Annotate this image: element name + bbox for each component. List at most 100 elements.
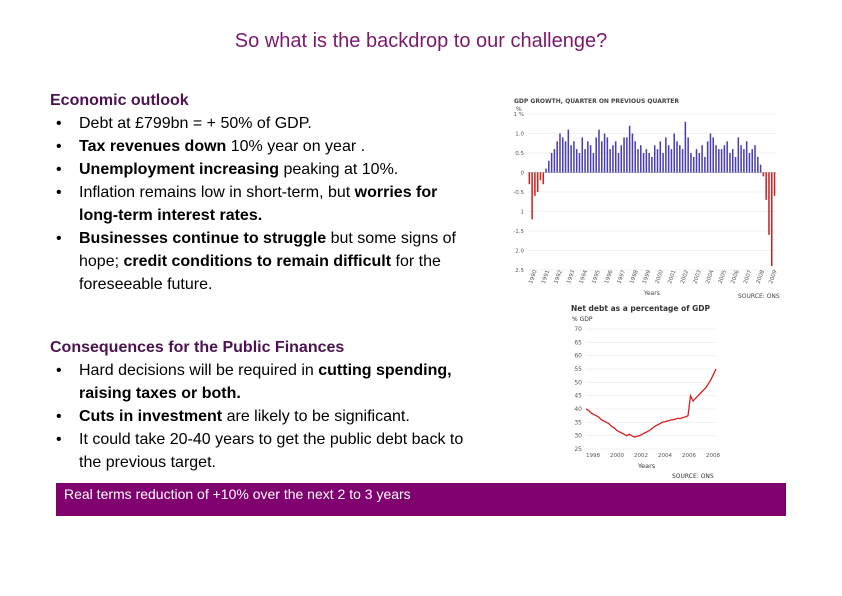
bullet-text: Inflation remains low in short-term, but [79, 184, 355, 201]
debt-xtick-label: 2004 [658, 453, 672, 459]
gdp-bar [715, 145, 717, 173]
bullet-text: Cuts in investment [79, 408, 223, 425]
gdp-bar [575, 149, 578, 173]
gdp-bar [623, 137, 625, 173]
gdp-xtick-label: 2004 [705, 269, 716, 285]
gdp-bar [601, 141, 603, 173]
bullet-text: for the foreseeable future. [79, 253, 441, 293]
economic-outlook-bullet: Businesses continue to struggle but some… [50, 227, 470, 296]
economic-outlook-bullet: Inflation remains low in short-term, but… [50, 181, 470, 227]
gdp-bar [584, 149, 586, 173]
gdp-bar [656, 149, 659, 173]
gdp-bar [550, 153, 553, 173]
debt-xtick-label: 1998 [586, 453, 600, 459]
debt-xtick-label: 2002 [634, 453, 648, 459]
debt-ytick-label: 40 [574, 406, 582, 413]
debt-xtick-label: 2000 [610, 453, 624, 459]
gdp-xtick-label: 1994 [579, 269, 590, 285]
gdp-growth-svg: GDP GROWTH, QUARTER ON PREVIOUS QUARTER … [513, 98, 780, 300]
bullet-text: worries for long-term interest rates. [79, 184, 438, 224]
gdp-bar [770, 172, 773, 267]
gdp-bar [670, 149, 673, 173]
gdp-bar [718, 149, 720, 173]
gdp-bar [698, 153, 701, 173]
gdp-bar [648, 153, 650, 173]
gdp-ytick-label: 1 [521, 210, 525, 216]
gdp-bar [659, 141, 662, 173]
gdp-bar [620, 145, 623, 173]
gdp-xtick-label: 1999 [642, 269, 653, 285]
gdp-bar [759, 164, 762, 173]
gdp-bar [581, 137, 584, 173]
gdp-bar [545, 168, 547, 173]
gdp-xtick-label: 1998 [629, 269, 640, 285]
gdp-bar [662, 153, 664, 173]
gdp-bar [737, 137, 740, 173]
gdp-bar [687, 137, 689, 173]
gdp-bar [704, 156, 706, 173]
public-finances-bullet: Hard decisions will be required in cutti… [50, 359, 470, 405]
bullet-text: are likely to be significant. [222, 408, 410, 425]
gdp-bar [731, 149, 734, 173]
economic-outlook-bullet: Debt at £799bn = + 50% of GDP. [50, 112, 470, 135]
gdp-bar [603, 133, 606, 173]
bullet-text: peaking at 10%. [279, 161, 399, 178]
debt-ytick-label: 30 [574, 433, 582, 440]
gdp-bar [754, 145, 756, 173]
debt-chart-source: SOURCE: ONS [672, 473, 714, 480]
gdp-bar [765, 172, 767, 200]
gdp-bar [628, 125, 631, 173]
gdp-bar [614, 141, 617, 173]
gdp-bar [595, 137, 597, 173]
economic-outlook-heading: Economic outlook [50, 92, 189, 109]
gdp-bar [534, 172, 536, 196]
gdp-ytick-label: 1 % [514, 112, 524, 118]
gdp-bar [570, 145, 572, 173]
economic-outlook-section: Economic outlook Debt at £799bn = + 50% … [50, 89, 470, 296]
bullet-text: Hard decisions will be required in [79, 362, 319, 379]
debt-ytick-label: 70 [574, 326, 582, 333]
debt-ytick-label: 65 [574, 339, 582, 346]
debt-chart-title: Net debt as a percentage of GDP [571, 304, 711, 313]
gdp-ytick-label: 2.0 [515, 249, 524, 255]
gdp-bar [681, 149, 684, 173]
gdp-xtick-label: 1996 [604, 269, 615, 285]
economic-outlook-list: Debt at £799bn = + 50% of GDP. Tax revenu… [50, 112, 470, 296]
gdp-bar [743, 149, 745, 173]
gdp-bar [642, 153, 645, 173]
public-finances-section: Consequences for the Public Finances Har… [50, 336, 470, 474]
gdp-bar [690, 153, 692, 173]
gdp-bar [640, 145, 642, 173]
gdp-bar [734, 156, 737, 173]
gdp-chart-source: SOURCE: ONS [738, 293, 780, 300]
public-finances-bullet: It could take 20-40 years to get the pub… [50, 428, 470, 474]
debt-ytick-label: 50 [574, 379, 582, 386]
gdp-ytick-label: 2.5 [515, 268, 524, 274]
debt-series-line [585, 368, 717, 438]
gdp-xtick-label: 1995 [591, 269, 602, 285]
public-finances-list: Hard decisions will be required in cutti… [50, 359, 470, 474]
gdp-bar [679, 145, 681, 173]
gdp-bar [553, 149, 556, 173]
bullet-text: Tax revenues down [79, 138, 227, 155]
gdp-xtick-label: 2005 [718, 269, 729, 285]
gdp-bar [645, 149, 648, 173]
bullet-text: cutting spending, raising taxes or both. [79, 362, 452, 402]
gdp-bar [667, 145, 670, 173]
gdp-bar [740, 145, 742, 173]
gdp-bar [757, 156, 759, 173]
gdp-ytick-label: 1.0 [515, 132, 524, 138]
gdp-bar [609, 149, 611, 173]
gdp-xtick-label: 2009 [768, 269, 779, 285]
gdp-bar [651, 156, 653, 173]
gdp-bar [561, 137, 564, 173]
gdp-bar [692, 156, 695, 173]
gdp-bar [726, 141, 728, 173]
gdp-bar [712, 137, 714, 173]
gdp-ytick-label: 0 [521, 171, 525, 177]
debt-ytick-label: 35 [574, 419, 582, 426]
gdp-bar [634, 141, 636, 173]
gdp-xtick-label: 2006 [730, 269, 741, 285]
gdp-bar [531, 172, 533, 220]
gdp-bar [653, 145, 656, 173]
